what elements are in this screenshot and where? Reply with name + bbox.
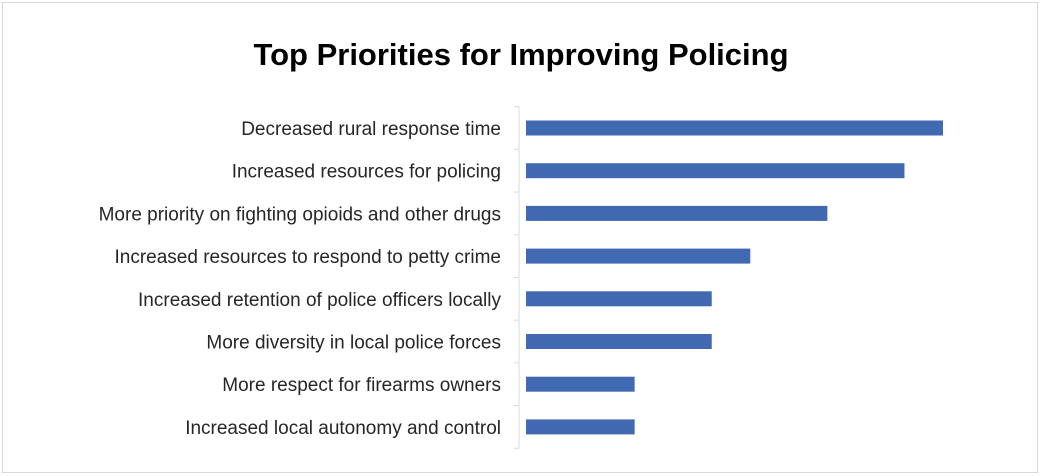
category-label: Decreased rural response time xyxy=(241,119,501,140)
bar xyxy=(526,376,635,392)
category-label: Increased retention of police officers l… xyxy=(138,290,501,311)
bar xyxy=(526,248,751,264)
bar xyxy=(526,120,943,136)
bar xyxy=(526,163,905,179)
category-label: More diversity in local police forces xyxy=(206,333,501,354)
bar xyxy=(526,205,828,221)
category-label: Increased resources to respond to petty … xyxy=(114,247,501,268)
chart-title: Top Priorities for Improving Policing xyxy=(253,37,789,72)
category-label: More respect for firearms owners xyxy=(222,375,501,396)
category-label: Increased resources for policing xyxy=(232,162,501,183)
category-label: More priority on fighting opioids and ot… xyxy=(99,204,501,225)
bar xyxy=(526,419,635,435)
category-label: Increased local autonomy and control xyxy=(185,418,501,439)
bar xyxy=(526,291,712,307)
bar xyxy=(526,334,712,349)
